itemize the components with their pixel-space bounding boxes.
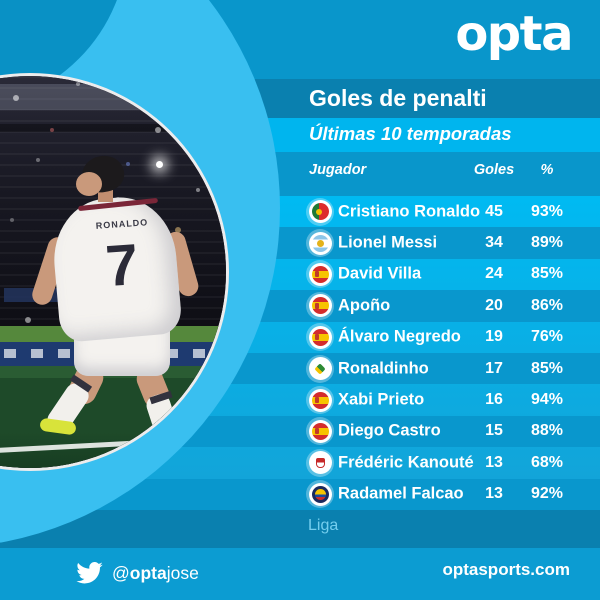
player-name: Apoño	[338, 296, 391, 315]
player-goals: 13	[485, 485, 503, 503]
spain-flag	[311, 422, 329, 440]
column-header-player: Jugador	[309, 162, 367, 178]
player-name: Lionel Messi	[338, 233, 438, 252]
player-name: David Villa	[338, 264, 422, 283]
spain-flag	[311, 391, 329, 409]
league-label: Liga	[308, 517, 339, 534]
player-goals: 19	[485, 328, 503, 346]
column-header-goals: Goles	[473, 162, 515, 178]
colombia-badge-icon	[306, 480, 334, 509]
ronaldo-figure: RONALDO 7	[0, 76, 226, 468]
face	[76, 172, 102, 196]
table-row: Álvaro Negredo 19 76%	[0, 322, 600, 353]
neck	[98, 190, 113, 202]
twitter-handle-text: @optajose	[112, 562, 199, 583]
badge-ring	[308, 294, 332, 318]
table-row: David Villa 24 85%	[0, 259, 600, 290]
argentina-badge-icon	[306, 229, 334, 258]
stadium-tier-shadow	[0, 124, 226, 132]
jersey-number-text: 7	[103, 231, 141, 300]
player-name: Álvaro Negredo	[338, 327, 461, 346]
spain-flag	[311, 328, 329, 346]
twitter-bird-icon	[76, 562, 103, 584]
player-pct: 85%	[530, 359, 564, 377]
badge-ring	[308, 357, 332, 381]
badge-ring	[308, 482, 332, 506]
table-row: Xabi Prieto 16 94%	[0, 384, 600, 415]
player-pct: 93%	[530, 202, 564, 220]
player-pct: 86%	[530, 296, 564, 314]
site-url[interactable]: optasports.com	[442, 560, 570, 579]
player-pct: 76%	[530, 328, 564, 346]
player-name: Diego Castro	[338, 421, 441, 440]
player-pct: 68%	[530, 453, 564, 471]
argentina-badge	[311, 234, 329, 252]
camera-flash	[156, 161, 163, 168]
spain-flag-icon	[306, 386, 334, 415]
brazil-badge-icon	[306, 354, 334, 383]
player-name: Ronaldinho	[338, 359, 429, 378]
column-header-pct: %	[540, 162, 554, 178]
badge-ring	[308, 325, 332, 349]
player-goals: 45	[485, 202, 503, 220]
colombia-badge	[311, 485, 329, 503]
player-goals: 17	[485, 359, 503, 377]
spain-flag-icon	[306, 323, 334, 352]
badge-ring	[308, 200, 332, 224]
badge-ring	[308, 262, 332, 286]
player-name: Frédéric Kanouté	[338, 453, 474, 472]
spain-flag-icon	[306, 291, 334, 320]
portugal-flag-icon	[306, 197, 334, 226]
player-name: Radamel Falcao	[338, 484, 464, 503]
spain-flag-icon	[306, 417, 334, 446]
spain-flag	[311, 265, 329, 283]
stadium-tier	[0, 84, 226, 110]
player-goals: 34	[485, 234, 503, 252]
league-band	[0, 510, 600, 548]
sevilla-badge	[311, 454, 329, 472]
twitter-handle[interactable]: @optajose	[76, 562, 199, 584]
player-pct: 92%	[530, 485, 564, 503]
player-photo: RONALDO 7	[0, 73, 229, 471]
player-goals: 16	[485, 391, 503, 409]
badge-ring	[308, 231, 332, 255]
player-pct: 89%	[530, 234, 564, 252]
player-goals: 13	[485, 453, 503, 471]
player-pct: 85%	[530, 265, 564, 283]
player-name: Xabi Prieto	[338, 390, 425, 409]
page-title: Goles de penalti	[309, 85, 487, 111]
stadium-scene: RONALDO 7	[0, 76, 226, 468]
portugal-flag	[311, 203, 329, 221]
table-row: Frédéric Kanouté 13 68%	[0, 447, 600, 478]
badge-ring	[308, 388, 332, 412]
player-goals: 15	[485, 422, 503, 440]
brazil-badge	[311, 360, 329, 378]
player-goals: 20	[485, 296, 503, 314]
page-subtitle: Últimas 10 temporadas	[309, 123, 512, 144]
player-name: Cristiano Ronaldo	[338, 202, 481, 221]
footer-band	[0, 548, 600, 600]
sevilla-badge-icon	[306, 448, 334, 477]
opta-logo: opta	[455, 6, 573, 62]
spain-flag-icon	[306, 260, 334, 289]
table-row: Cristiano Ronaldo 45 93%	[0, 196, 600, 227]
badge-ring	[308, 419, 332, 443]
player-goals: 24	[485, 265, 503, 283]
badge-ring	[308, 451, 332, 475]
player-pct: 94%	[530, 391, 564, 409]
spain-flag	[311, 297, 329, 315]
player-pct: 88%	[530, 422, 564, 440]
